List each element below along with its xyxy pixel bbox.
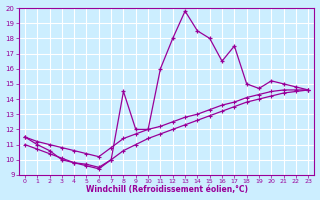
X-axis label: Windchill (Refroidissement éolien,°C): Windchill (Refroidissement éolien,°C)	[85, 185, 248, 194]
